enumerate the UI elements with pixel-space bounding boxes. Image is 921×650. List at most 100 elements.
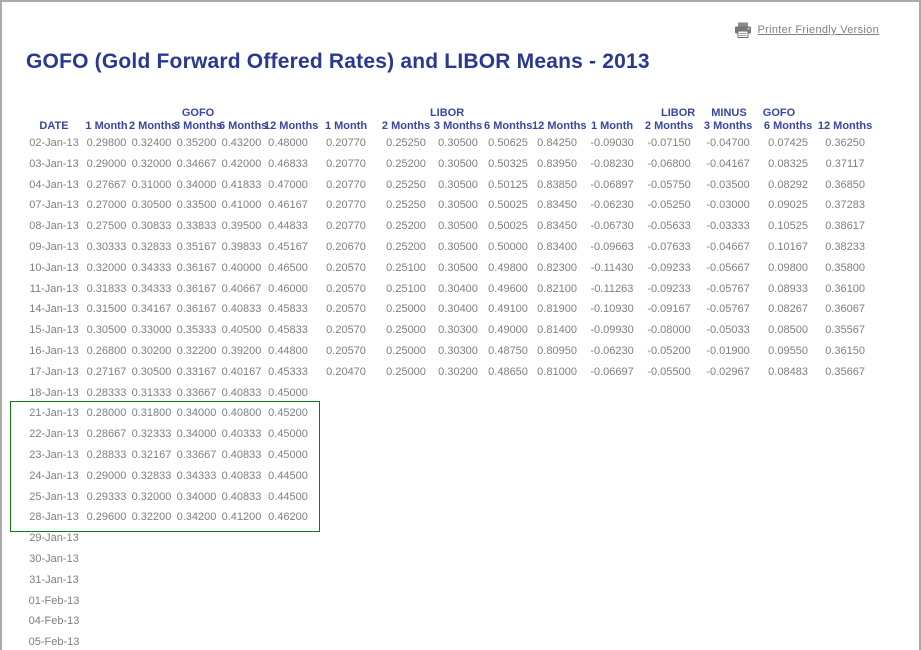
value-cell xyxy=(432,591,484,612)
value-cell: 0.49000 xyxy=(488,324,528,337)
value-cell: -0.05200 xyxy=(647,344,691,357)
value-cell: 0.48750 xyxy=(488,344,528,357)
value-cell: 0.83950 xyxy=(537,157,577,170)
column-header-row: DATE 1 Month 2 Months 3 Months 6 Months … xyxy=(24,120,874,133)
group-header-libor: LIBOR xyxy=(429,107,465,119)
table-row: 23-Jan-13 0.28833 0.32167 0.33667 0.40833 0.4… xyxy=(24,445,874,466)
column-header-gofo-2m: 2 Months xyxy=(129,120,178,132)
value-cell xyxy=(816,487,874,508)
value-cell xyxy=(582,549,642,570)
date-cell: 16-Jan-13 xyxy=(29,344,79,357)
value-cell: 0.37283 xyxy=(825,199,865,212)
value-cell: 0.49600 xyxy=(488,282,528,295)
value-cell xyxy=(312,487,380,508)
value-cell: 0.08325 xyxy=(768,157,808,170)
value-cell xyxy=(380,487,432,508)
value-cell xyxy=(484,487,532,508)
value-cell xyxy=(532,528,582,549)
value-cell xyxy=(642,591,696,612)
value-cell xyxy=(484,383,532,404)
value-cell xyxy=(816,403,874,424)
value-cell: 0.46000 xyxy=(268,282,308,295)
value-cell: 0.45167 xyxy=(268,240,308,253)
table-row: 03-Jan-13 0.29000 0.32000 0.34667 0.42000 0.4… xyxy=(24,154,874,175)
value-cell xyxy=(432,424,484,445)
value-cell: 0.32000 xyxy=(131,490,172,503)
value-cell xyxy=(312,466,380,487)
value-cell xyxy=(642,611,696,632)
value-cell xyxy=(696,445,760,466)
value-cell: 0.10167 xyxy=(768,240,808,253)
value-cell: -0.09663 xyxy=(590,240,634,253)
printer-friendly-link[interactable]: Printer Friendly Version xyxy=(734,22,879,38)
value-cell: 0.20570 xyxy=(326,261,366,274)
value-cell xyxy=(312,570,380,591)
value-cell: 0.40833 xyxy=(221,386,262,399)
value-cell: 0.30500 xyxy=(86,324,127,337)
column-header-libor-12m: 12 Months xyxy=(532,120,587,132)
value-cell: 0.25250 xyxy=(386,137,426,149)
value-cell xyxy=(816,611,874,632)
value-cell xyxy=(816,632,874,650)
value-cell: 0.30500 xyxy=(438,199,478,212)
date-cell: 05-Feb-13 xyxy=(28,636,80,649)
value-cell: 0.34167 xyxy=(131,303,172,316)
column-header-spread-6m: 6 Months xyxy=(763,120,813,132)
value-cell: 0.20570 xyxy=(326,324,366,337)
value-cell: 0.40500 xyxy=(221,324,262,337)
value-cell xyxy=(696,424,760,445)
value-cell xyxy=(582,383,642,404)
value-cell xyxy=(484,591,532,612)
value-cell xyxy=(432,403,484,424)
value-cell xyxy=(380,403,432,424)
value-cell: 0.40167 xyxy=(221,365,262,378)
value-cell: 0.30500 xyxy=(438,240,478,253)
value-cell xyxy=(380,591,432,612)
value-cell: 0.36167 xyxy=(176,261,217,274)
value-cell: 0.28000 xyxy=(86,407,127,420)
value-cell: -0.03333 xyxy=(706,220,750,233)
value-cell: 0.84250 xyxy=(537,137,577,149)
value-cell: -0.05633 xyxy=(647,220,691,233)
value-cell: 0.46500 xyxy=(268,261,308,274)
value-cell: 0.26800 xyxy=(86,344,127,357)
value-cell: 0.08483 xyxy=(768,365,808,378)
value-cell: 0.83450 xyxy=(537,199,577,212)
value-cell: 0.30200 xyxy=(438,365,478,378)
value-cell: 0.80950 xyxy=(537,344,577,357)
value-cell xyxy=(312,611,380,632)
value-cell: -0.05767 xyxy=(706,282,750,295)
value-cell: 0.25250 xyxy=(386,178,426,191)
value-cell: 0.09550 xyxy=(768,344,808,357)
value-cell: 0.39200 xyxy=(221,344,262,357)
table-row: 05-Feb-13 xyxy=(24,632,874,650)
value-cell: 0.40667 xyxy=(221,282,262,295)
value-cell: 0.37117 xyxy=(825,157,865,170)
date-cell: 02-Jan-13 xyxy=(29,137,79,149)
table-row: 31-Jan-13 xyxy=(24,570,874,591)
value-cell xyxy=(532,611,582,632)
value-cell xyxy=(532,403,582,424)
column-header-gofo-6m: 6 Months xyxy=(219,120,268,132)
value-cell xyxy=(642,383,696,404)
table-row: 07-Jan-13 0.27000 0.30500 0.33500 0.41000 0.4… xyxy=(24,195,874,216)
date-cell: 10-Jan-13 xyxy=(29,261,79,274)
value-cell: 0.82100 xyxy=(537,282,577,295)
value-cell xyxy=(129,528,174,549)
value-cell: -0.04700 xyxy=(706,137,750,149)
value-cell: 0.29333 xyxy=(86,490,127,503)
value-cell: 0.29000 xyxy=(86,469,127,482)
value-cell: 0.20570 xyxy=(326,282,366,295)
value-cell: 0.25200 xyxy=(386,157,426,170)
table-row: 04-Feb-13 xyxy=(24,611,874,632)
value-cell: 0.41200 xyxy=(221,511,262,524)
value-cell: 0.08267 xyxy=(768,303,808,316)
value-cell: 0.30500 xyxy=(438,220,478,233)
value-cell: 0.35167 xyxy=(176,240,217,253)
value-cell xyxy=(696,549,760,570)
value-cell: 0.34333 xyxy=(131,282,172,295)
value-cell: 0.33667 xyxy=(176,386,217,399)
value-cell xyxy=(264,611,312,632)
group-header-libor-minus-gofo: LIBOR MINUS GOFO xyxy=(660,107,796,119)
